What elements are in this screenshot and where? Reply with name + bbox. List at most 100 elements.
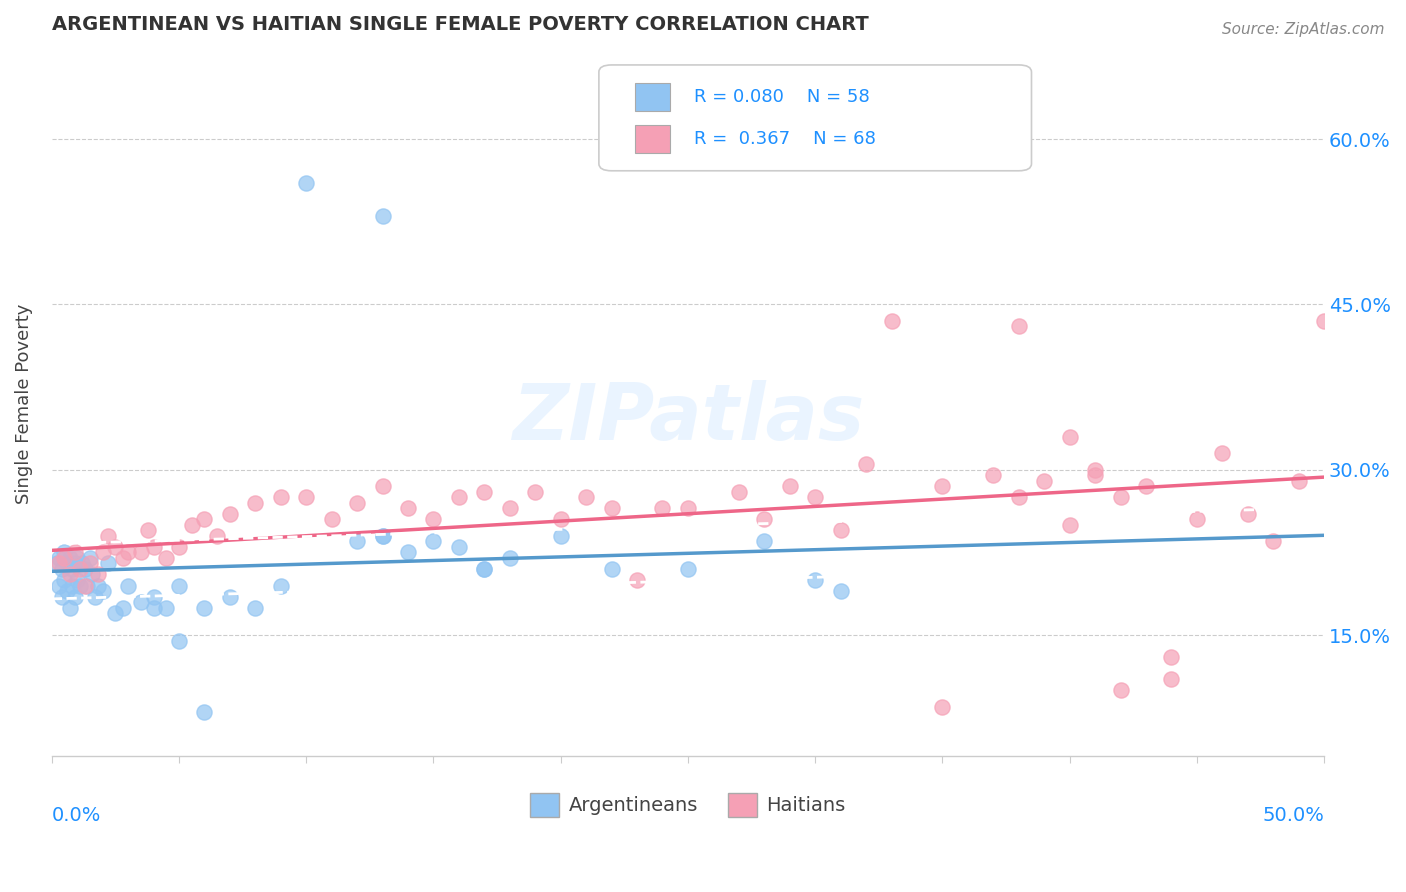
Point — [142, 590, 165, 604]
Text: 50.0%: 50.0% — [1263, 805, 1324, 825]
Point — [981, 468, 1004, 483]
Point — [97, 529, 120, 543]
Point — [58, 551, 80, 566]
Point — [499, 551, 522, 566]
Point — [371, 479, 394, 493]
Point — [1084, 468, 1107, 483]
Point — [931, 479, 953, 493]
Text: Source: ZipAtlas.com: Source: ZipAtlas.com — [1222, 22, 1385, 37]
Point — [167, 633, 190, 648]
Point — [600, 562, 623, 576]
Point — [447, 540, 470, 554]
Point — [56, 557, 79, 571]
Point — [53, 545, 76, 559]
Point — [117, 578, 139, 592]
Point — [676, 562, 699, 576]
Point — [447, 491, 470, 505]
Point — [167, 540, 190, 554]
Text: R = 0.080    N = 58: R = 0.080 N = 58 — [695, 87, 870, 106]
Point — [111, 600, 134, 615]
Point — [346, 534, 368, 549]
Point — [219, 590, 242, 604]
FancyBboxPatch shape — [634, 125, 671, 153]
Point — [1313, 314, 1336, 328]
Point — [155, 551, 177, 566]
Point — [550, 512, 572, 526]
Point — [472, 562, 495, 576]
Point — [600, 501, 623, 516]
Point — [167, 578, 190, 592]
Point — [270, 578, 292, 592]
Point — [270, 491, 292, 505]
Point — [91, 545, 114, 559]
Point — [104, 606, 127, 620]
Point — [66, 551, 89, 566]
Point — [499, 501, 522, 516]
Point — [97, 557, 120, 571]
Point — [53, 551, 76, 566]
Point — [1211, 446, 1233, 460]
Point — [155, 600, 177, 615]
Point — [69, 562, 91, 576]
Point — [626, 573, 648, 587]
Point — [63, 557, 86, 571]
Point — [193, 706, 215, 720]
Point — [138, 524, 160, 538]
Point — [1008, 491, 1031, 505]
Point — [1084, 463, 1107, 477]
Point — [855, 457, 877, 471]
Point — [51, 590, 73, 604]
Point — [63, 545, 86, 559]
Point — [754, 512, 776, 526]
Point — [651, 501, 673, 516]
Text: ZIPatlas: ZIPatlas — [512, 380, 865, 456]
Point — [111, 551, 134, 566]
Point — [1185, 512, 1208, 526]
Point — [48, 557, 70, 571]
Point — [1288, 474, 1310, 488]
Point — [804, 491, 827, 505]
Text: ARGENTINEAN VS HAITIAN SINGLE FEMALE POVERTY CORRELATION CHART: ARGENTINEAN VS HAITIAN SINGLE FEMALE POV… — [52, 15, 869, 34]
Point — [79, 557, 101, 571]
Point — [63, 590, 86, 604]
Point — [1059, 517, 1081, 532]
Point — [1160, 650, 1182, 665]
Point — [422, 512, 444, 526]
Point — [524, 484, 547, 499]
Point — [754, 534, 776, 549]
FancyBboxPatch shape — [599, 65, 1032, 170]
Point — [193, 600, 215, 615]
Point — [575, 491, 598, 505]
Point — [1059, 430, 1081, 444]
Point — [73, 578, 96, 592]
Point — [472, 484, 495, 499]
Point — [60, 562, 83, 576]
Point — [1033, 474, 1056, 488]
Point — [205, 529, 228, 543]
Point — [295, 176, 318, 190]
Text: 0.0%: 0.0% — [52, 805, 101, 825]
Point — [371, 529, 394, 543]
Point — [66, 573, 89, 587]
Point — [45, 557, 67, 571]
Point — [129, 595, 152, 609]
Point — [53, 573, 76, 587]
Point — [550, 529, 572, 543]
Point — [104, 540, 127, 554]
Point — [321, 512, 343, 526]
Point — [676, 501, 699, 516]
Point — [129, 545, 152, 559]
Point — [73, 562, 96, 576]
Point — [422, 534, 444, 549]
Point — [79, 551, 101, 566]
Point — [346, 496, 368, 510]
Point — [69, 578, 91, 592]
Point — [1109, 491, 1132, 505]
Point — [1109, 683, 1132, 698]
Point — [72, 557, 94, 571]
Y-axis label: Single Female Poverty: Single Female Poverty — [15, 303, 32, 504]
Point — [193, 512, 215, 526]
Point — [58, 567, 80, 582]
Point — [60, 578, 83, 592]
Point — [371, 529, 394, 543]
